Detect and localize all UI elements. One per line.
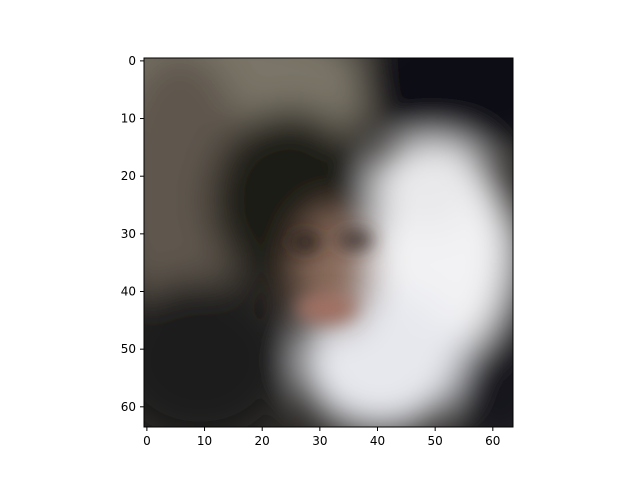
x-tick-label: 50 <box>428 434 443 448</box>
y-axis: 0 10 20 30 40 50 60 <box>121 54 144 414</box>
x-tick-label: 0 <box>143 434 151 448</box>
x-tick-label: 40 <box>370 434 385 448</box>
y-tick-label: 60 <box>121 400 136 414</box>
image-canvas <box>144 58 513 427</box>
y-tick-label: 10 <box>121 112 136 126</box>
x-tick-label: 60 <box>485 434 500 448</box>
x-axis: 0 10 20 30 40 50 60 <box>143 427 500 448</box>
axes-frame <box>143 57 514 428</box>
x-tick-label: 20 <box>255 434 270 448</box>
y-tick-label: 30 <box>121 227 136 241</box>
y-tick-label: 0 <box>128 54 136 68</box>
x-tick-label: 30 <box>312 434 327 448</box>
y-tick-label: 40 <box>121 285 136 299</box>
y-tick-label: 20 <box>121 169 136 183</box>
y-tick-label: 50 <box>121 342 136 356</box>
x-tick-label: 10 <box>197 434 212 448</box>
